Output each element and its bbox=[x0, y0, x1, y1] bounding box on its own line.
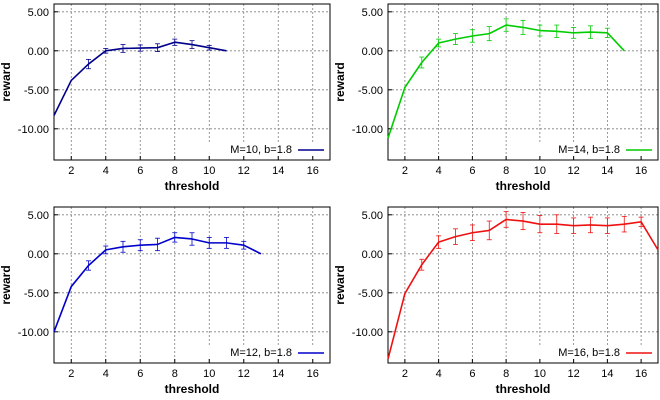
y-tick-label: 0.00 bbox=[362, 249, 383, 261]
chart-panel-bottom-right: 2 4 6 8 10 12 14 16 5.00 0.00 -5.00 -10.00 threshold… bbox=[333, 206, 659, 396]
x-tick-label: 14 bbox=[601, 165, 613, 177]
legend-background bbox=[208, 345, 326, 359]
x-tick-label: 16 bbox=[635, 368, 647, 380]
plot-frame bbox=[387, 3, 659, 161]
y-tick-label: -10.00 bbox=[352, 124, 383, 136]
x-tick-label: 12 bbox=[238, 368, 250, 380]
y-tick-label: 0.00 bbox=[28, 46, 49, 58]
x-tick-label: 16 bbox=[307, 165, 319, 177]
x-tick-label: 16 bbox=[635, 165, 647, 177]
y-axis-label: reward bbox=[0, 265, 13, 304]
legend-label: M=16, b=1.8 bbox=[558, 347, 620, 359]
plot-frame bbox=[53, 206, 331, 364]
x-tick-label: 12 bbox=[568, 165, 580, 177]
x-tick-label: 4 bbox=[436, 165, 442, 177]
x-tick-label: 8 bbox=[172, 368, 178, 380]
y-tick-label: -5.00 bbox=[24, 85, 49, 97]
y-tick-label: 5.00 bbox=[28, 210, 49, 222]
x-tick-label: 4 bbox=[436, 368, 442, 380]
x-tick-label: 14 bbox=[601, 368, 613, 380]
chart-panel-bottom-left: 2 4 6 8 10 12 14 16 5.00 0.00 -5.00 -10.00 threshold… bbox=[0, 206, 331, 396]
x-tick-label: 12 bbox=[238, 165, 250, 177]
x-axis-label: threshold bbox=[496, 179, 551, 193]
y-axis-label: reward bbox=[0, 62, 13, 101]
x-tick-label: 14 bbox=[272, 368, 284, 380]
y-axis-label: reward bbox=[333, 62, 347, 101]
y-tick-label: 5.00 bbox=[362, 7, 383, 19]
y-tick-label: -10.00 bbox=[18, 124, 49, 136]
legend-label: M=12, b=1.8 bbox=[230, 347, 292, 359]
y-axis-label: reward bbox=[333, 265, 347, 304]
x-tick-label: 6 bbox=[137, 165, 143, 177]
x-tick-label: 8 bbox=[503, 368, 509, 380]
x-tick-label: 10 bbox=[534, 165, 546, 177]
y-tick-label: -5.00 bbox=[24, 288, 49, 300]
legend-background bbox=[208, 142, 326, 156]
x-tick-label: 6 bbox=[469, 368, 475, 380]
x-tick-label: 8 bbox=[172, 165, 178, 177]
x-tick-label: 10 bbox=[203, 368, 215, 380]
x-axis-label: threshold bbox=[165, 382, 220, 396]
x-tick-label: 2 bbox=[402, 165, 408, 177]
x-tick-label: 2 bbox=[68, 165, 74, 177]
x-tick-label: 14 bbox=[272, 165, 284, 177]
y-tick-label: 0.00 bbox=[362, 46, 383, 58]
legend-background bbox=[536, 345, 654, 359]
series-line bbox=[53, 41, 227, 116]
y-tick-label: 0.00 bbox=[28, 249, 49, 261]
plot-frame bbox=[53, 3, 331, 161]
x-tick-label: 4 bbox=[103, 368, 109, 380]
chart-panel-top-right: 2 4 6 8 10 12 14 16 5.00 0.00 -5.00 -10.00 threshold… bbox=[333, 3, 659, 193]
x-tick-label: 10 bbox=[203, 165, 215, 177]
legend-background bbox=[536, 142, 654, 156]
x-axis-label: threshold bbox=[496, 382, 551, 396]
legend-label: M=14, b=1.8 bbox=[558, 144, 620, 156]
y-tick-label: 5.00 bbox=[28, 7, 49, 19]
x-tick-label: 2 bbox=[402, 368, 408, 380]
x-tick-label: 8 bbox=[503, 165, 509, 177]
legend-label: M=10, b=1.8 bbox=[230, 144, 292, 156]
x-tick-label: 6 bbox=[137, 368, 143, 380]
x-tick-label: 4 bbox=[103, 165, 109, 177]
series-line bbox=[387, 218, 659, 360]
y-tick-label: -10.00 bbox=[18, 327, 49, 339]
x-tick-label: 16 bbox=[307, 368, 319, 380]
y-tick-label: -10.00 bbox=[352, 327, 383, 339]
x-axis-label: threshold bbox=[165, 179, 220, 193]
x-tick-label: 12 bbox=[568, 368, 580, 380]
plot-frame bbox=[387, 206, 659, 364]
x-tick-label: 10 bbox=[534, 368, 546, 380]
y-tick-label: -5.00 bbox=[358, 288, 383, 300]
y-tick-label: -5.00 bbox=[358, 85, 383, 97]
x-tick-label: 6 bbox=[469, 165, 475, 177]
chart-panel-top-left: 2 4 6 8 10 12 14 16 5.00 0.00 -5.00 -10.00 threshold… bbox=[0, 3, 331, 193]
y-tick-label: 5.00 bbox=[362, 210, 383, 222]
series-line bbox=[387, 24, 625, 139]
series-line bbox=[53, 236, 262, 333]
x-tick-label: 2 bbox=[68, 368, 74, 380]
